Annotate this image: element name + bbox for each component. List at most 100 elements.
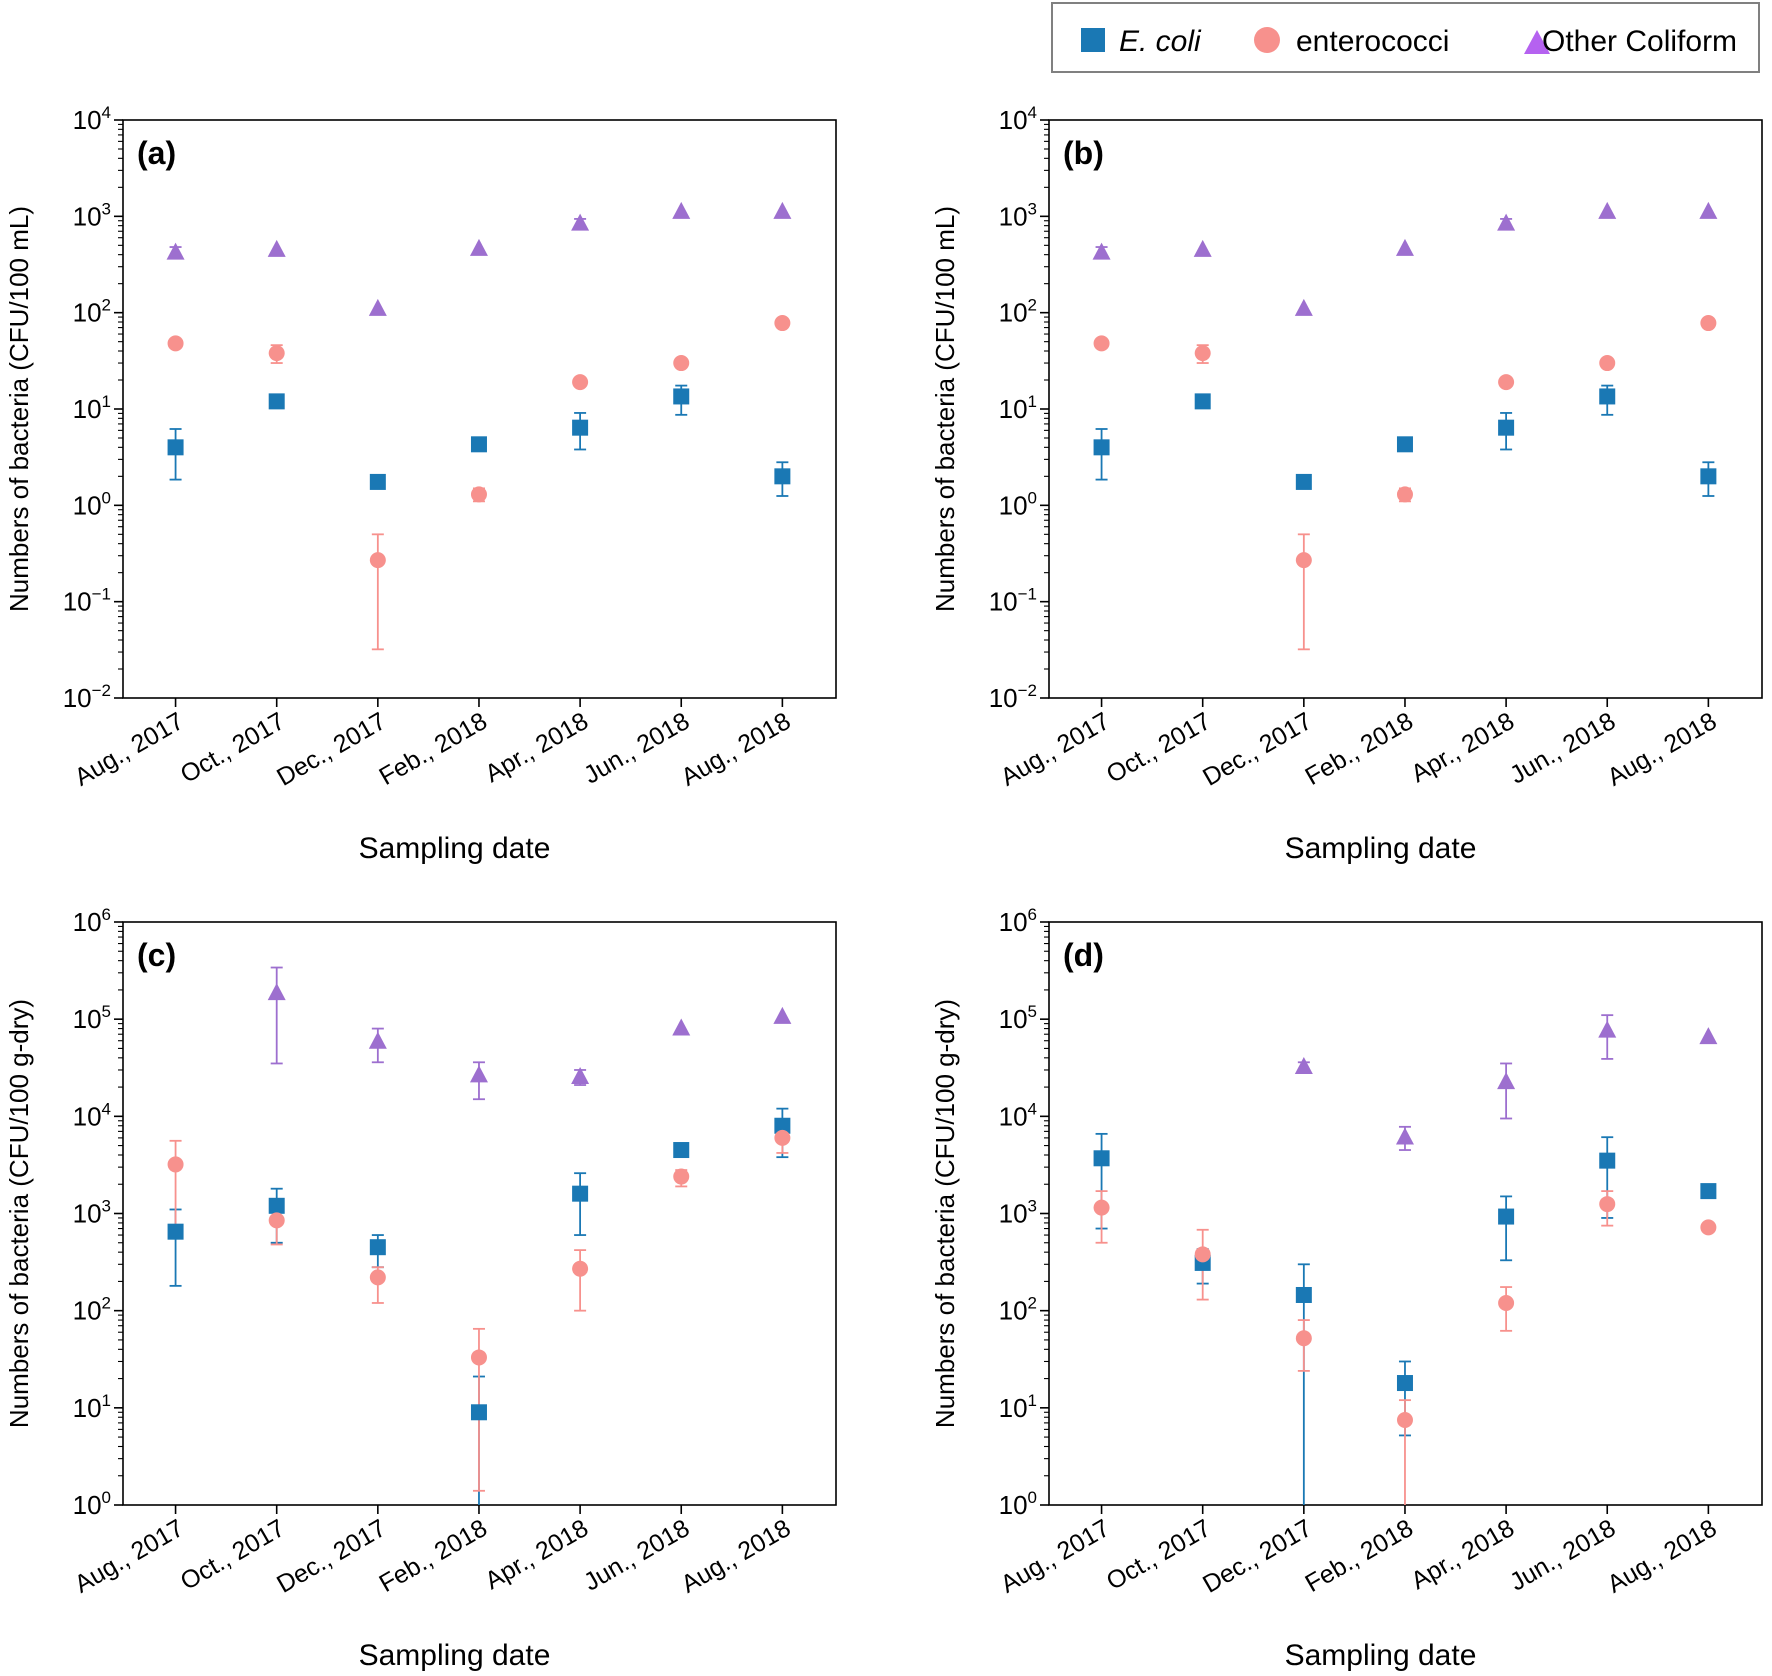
point-enterococci [1295,552,1312,569]
y-tick-label: 101 [999,392,1037,424]
point-ecoli [369,1239,386,1256]
x-axis-title: Sampling date [1285,1639,1477,1672]
point-ecoli [167,1223,184,1240]
point-other-coliform [672,1018,691,1036]
point-ecoli [673,388,690,405]
error-bar-ecoli [1500,1195,1513,1262]
error-bar-enterococci [1297,533,1310,651]
x-tick-label-oct-2017: Oct., 2017 [1102,1514,1216,1596]
point-ecoli [369,473,386,490]
point-other-coliform [368,298,387,316]
x-tick-label-apr-2018: Apr., 2018 [1406,707,1519,788]
point-enterococci [167,335,184,352]
point-ecoli [1093,1150,1110,1167]
y-tick-label: 101 [73,392,111,424]
point-ecoli [1700,468,1717,485]
legend-marker-ecoli [1081,28,1105,52]
legend-label-ecoli: E. coli [1119,25,1202,58]
point-ecoli [1396,436,1413,453]
point-ecoli [1396,1375,1413,1392]
y-tick-label: 10−2 [989,681,1037,713]
x-tick-label-dec-2017: Dec., 2017 [1198,1514,1317,1599]
point-ecoli [572,419,589,436]
point-other-coliform [1598,1020,1617,1038]
plot-frame [1048,119,1763,699]
error-bar-other-coliform [270,966,283,1065]
x-tick-label-dec-2017: Dec., 2017 [272,1514,391,1599]
point-enterococci [1093,1199,1110,1216]
point-ecoli [470,1404,487,1421]
point-enterococci [1194,345,1211,362]
plot-frame [122,119,837,699]
point-other-coliform [672,201,691,219]
point-enterococci [470,1349,487,1366]
panel-label: (a) [137,135,176,171]
point-ecoli [673,1142,690,1159]
x-tick-label-jun-2018: Jun., 2018 [579,707,694,790]
x-tick-label-apr-2018: Apr., 2018 [480,707,593,788]
point-other-coliform [773,201,792,219]
error-bar-ecoli [1297,1263,1310,1505]
point-enterococci [1498,374,1515,391]
y-tick-label: 104 [999,103,1037,135]
point-ecoli [1498,1208,1515,1225]
y-tick-label: 100 [999,488,1037,520]
y-axis-title: Numbers of bacteria (CFU/100 g-dry) [4,999,34,1428]
point-enterococci [774,315,791,332]
point-ecoli [1194,393,1211,410]
y-tick-label: 102 [73,1294,111,1326]
panel-label: (c) [137,937,176,973]
y-tick-label: 106 [73,905,111,937]
point-ecoli [572,1185,589,1202]
x-tick-label-feb-2018: Feb., 2018 [1300,707,1418,791]
point-ecoli [268,393,285,410]
point-other-coliform [1092,242,1111,260]
point-ecoli [167,439,184,456]
x-tick-label-aug-2018: Aug., 2018 [677,707,796,792]
point-other-coliform [166,242,185,260]
legend: E. coli enterococci Other Coliform [1051,2,1760,73]
point-ecoli [268,1197,285,1214]
x-tick-label-aug-2018: Aug., 2018 [677,1514,796,1599]
y-tick-label: 106 [999,905,1037,937]
point-enterococci [1498,1294,1515,1311]
legend-label-other-coliform: Other Coliform [1542,25,1737,58]
y-tick-label: 10−1 [63,585,111,617]
panel-label: (d) [1063,937,1104,973]
point-other-coliform [1395,238,1414,256]
point-other-coliform [1699,201,1718,219]
legend-marker-enterococci [1254,27,1280,53]
legend-label-enterococci: enterococci [1296,25,1449,58]
y-tick-label: 10−2 [63,681,111,713]
point-enterococci [369,552,386,569]
point-other-coliform [267,983,286,1001]
y-tick-label: 102 [999,1294,1037,1326]
error-bar-enterococci [169,1139,182,1230]
point-enterococci [1194,1246,1211,1263]
y-tick-label: 103 [73,1197,111,1229]
x-tick-label-oct-2017: Oct., 2017 [176,1514,290,1596]
point-enterococci [673,355,690,372]
x-tick-label-jun-2018: Jun., 2018 [1505,707,1620,790]
x-tick-label-aug-2018: Aug., 2018 [1603,707,1722,792]
x-axis-title: Sampling date [1285,832,1477,865]
point-other-coliform [1294,1056,1313,1074]
x-tick-label-oct-2017: Oct., 2017 [1102,707,1216,789]
point-ecoli [1599,1152,1616,1169]
point-other-coliform [1497,213,1516,231]
x-tick-label-feb-2018: Feb., 2018 [1300,1514,1418,1598]
y-axis-title: Numbers of bacteria (CFU/100 mL) [930,206,960,612]
x-tick-label-apr-2018: Apr., 2018 [1406,1514,1519,1595]
error-bar-enterococci [574,1249,587,1312]
y-axis-title: Numbers of bacteria (CFU/100 mL) [4,206,34,612]
y-tick-label: 100 [73,488,111,520]
point-enterococci [1599,355,1616,372]
point-enterococci [673,1168,690,1185]
y-tick-label: 101 [73,1391,111,1423]
point-enterococci [268,1212,285,1229]
point-other-coliform [267,239,286,257]
panel-label: (b) [1063,135,1104,171]
